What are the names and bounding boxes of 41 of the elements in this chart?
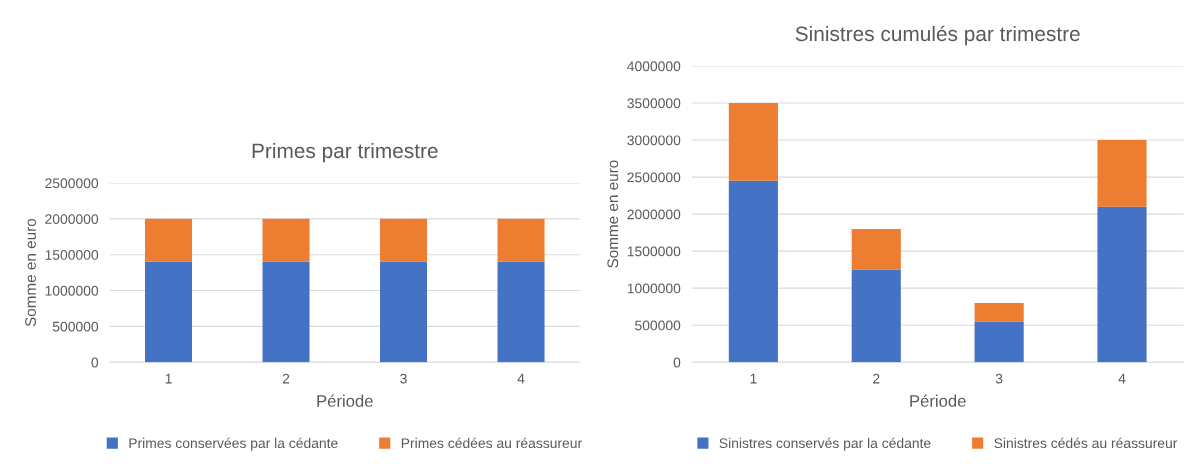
y-tick-label: 0 xyxy=(673,357,681,368)
y-tick-label: 1500000 xyxy=(45,250,99,260)
y-tick-label: 2500000 xyxy=(45,178,99,189)
bar xyxy=(974,321,1024,363)
bar xyxy=(728,180,778,363)
y-tick-label: 1000000 xyxy=(45,285,99,296)
y-tick-label: 2000000 xyxy=(45,214,99,225)
x-tick-label: 1 xyxy=(750,373,757,384)
bar xyxy=(1097,206,1147,363)
y-tick-label: 2000000 xyxy=(627,209,681,220)
legend-label: Primes conservées par la cédante xyxy=(129,437,338,451)
y-tick-label: 0 xyxy=(91,357,99,368)
x-tick-label: 2 xyxy=(282,373,290,384)
y-tick-label: 4000000 xyxy=(627,61,681,72)
x-tick-label: 2 xyxy=(873,373,880,384)
y-axis-title: Somme en euro xyxy=(25,218,36,327)
y-axis-title: Somme en euro xyxy=(607,160,619,268)
legend-label: Sinistres cédés au réassureur xyxy=(994,437,1178,449)
y-tick-label: 500000 xyxy=(52,321,99,332)
x-tick-label: 4 xyxy=(1118,373,1126,384)
y-tick-label: 500000 xyxy=(635,320,681,331)
legend-label: Primes cédées au réassureur xyxy=(401,437,582,449)
x-axis-title: Période xyxy=(317,394,373,407)
x-tick-label: 3 xyxy=(995,373,1003,384)
y-tick-label: 3500000 xyxy=(627,98,681,109)
x-tick-label: 3 xyxy=(400,373,407,384)
bar xyxy=(851,228,901,270)
bar xyxy=(728,103,778,181)
y-tick-label: 1500000 xyxy=(627,246,681,257)
x-tick-label: 1 xyxy=(165,373,172,384)
bar xyxy=(974,302,1024,322)
chart-title: Sinistres cumulés par trimestre xyxy=(795,25,1080,46)
y-tick-label: 3000000 xyxy=(627,135,681,146)
y-tick-label: 1000000 xyxy=(627,283,681,294)
chart-title: Primes par trimestre xyxy=(252,142,438,163)
x-tick-label: 4 xyxy=(517,373,525,384)
x-axis-title: Période xyxy=(910,394,966,407)
bar xyxy=(1097,140,1147,207)
legend-label: Sinistres conservés par la cédante xyxy=(719,437,931,451)
y-tick-label: 2500000 xyxy=(627,172,681,183)
bar xyxy=(851,269,901,363)
